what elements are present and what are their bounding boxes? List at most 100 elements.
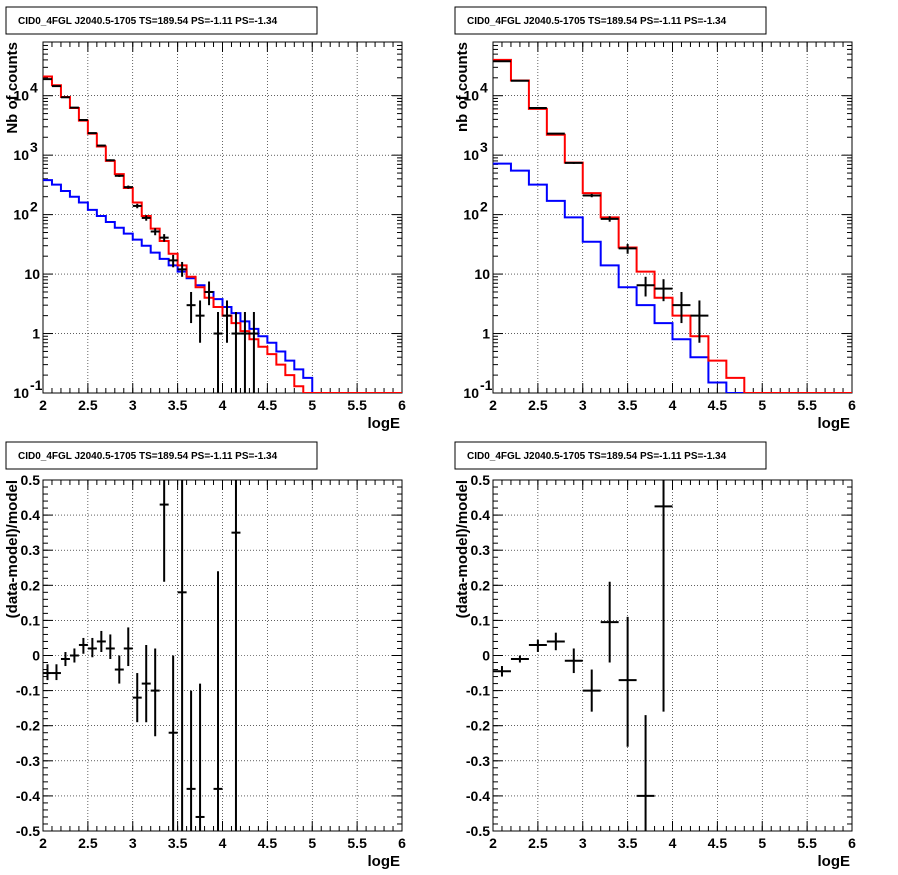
x-tick-label: 5.5 <box>797 835 817 851</box>
chart-title: CID0_4FGL J2040.5-1705 TS=189.54 PS=-1.1… <box>18 16 278 27</box>
chart-panel-4: CID0_4FGL J2040.5-1705 TS=189.54 PS=-1.1… <box>454 441 856 870</box>
y-tick-label: 10 <box>13 147 29 163</box>
y-tick-label: -0.2 <box>466 718 490 734</box>
y-tick-label: 0 <box>32 648 40 664</box>
y-tick-label: 10 <box>463 88 479 104</box>
x-tick-label: 5 <box>308 835 316 851</box>
y-tick-label: -0.5 <box>16 823 40 839</box>
y-tick-exponent: 2 <box>480 199 488 215</box>
chart-panel-3: CID0_4FGL J2040.5-1705 TS=189.54 PS=-1.1… <box>4 441 406 870</box>
y-tick-exponent: 4 <box>480 80 488 96</box>
y-tick-label: 10 <box>463 207 479 223</box>
x-tick-label: 2.5 <box>528 397 548 413</box>
x-tick-label: 3 <box>579 397 587 413</box>
title-box <box>5 6 318 35</box>
y-tick-label: -0.1 <box>466 683 490 699</box>
x-axis-label: logE <box>368 853 401 870</box>
histogram-blue <box>493 162 852 393</box>
x-tick-label: 3.5 <box>618 835 638 851</box>
y-tick-exponent: 3 <box>480 139 488 155</box>
chart-panel-1: CID0_4FGL J2040.5-1705 TS=189.54 PS=-1.1… <box>4 6 406 432</box>
x-tick-label: 4 <box>669 397 677 413</box>
chart-title: CID0_4FGL J2040.5-1705 TS=189.54 PS=-1.1… <box>467 451 727 462</box>
histogram-red <box>493 58 852 393</box>
y-axis-label: Nb of counts <box>4 42 21 134</box>
y-tick-label: 10 <box>13 385 29 401</box>
histogram-red <box>43 75 402 393</box>
x-tick-label: 4.5 <box>258 835 278 851</box>
x-tick-label: 3 <box>129 835 137 851</box>
y-tick-label: 10 <box>474 266 490 282</box>
y-tick-label: -0.3 <box>16 753 40 769</box>
y-tick-label: -0.5 <box>466 823 490 839</box>
x-tick-label: 3.5 <box>168 397 188 413</box>
x-tick-label: 2.5 <box>78 835 98 851</box>
x-tick-label: 3 <box>129 397 137 413</box>
data-layer <box>43 75 402 393</box>
y-tick-label: -0.3 <box>466 753 490 769</box>
y-tick-label: 0.2 <box>471 577 491 593</box>
x-tick-label: 4.5 <box>708 835 728 851</box>
data-layer <box>43 480 241 831</box>
x-tick-label: 3.5 <box>618 397 638 413</box>
x-tick-label: 3 <box>579 835 587 851</box>
x-axis-label: logE <box>818 415 851 432</box>
y-tick-label: 1 <box>482 326 490 342</box>
y-axis-label: (data-model)/model <box>4 480 21 618</box>
y-tick-exponent: 2 <box>30 199 38 215</box>
y-tick-label: 0.4 <box>471 507 491 523</box>
chart-title: CID0_4FGL J2040.5-1705 TS=189.54 PS=-1.1… <box>18 451 278 462</box>
x-tick-label: 6 <box>398 397 406 413</box>
plot-frame <box>492 479 853 832</box>
y-tick-label: 0.5 <box>21 472 41 488</box>
y-axis-label: nb of counts <box>454 42 471 132</box>
x-tick-label: 4 <box>219 397 227 413</box>
title-box <box>454 441 767 470</box>
y-tick-label: -0.4 <box>466 788 490 804</box>
x-tick-label: 3.5 <box>168 835 188 851</box>
y-tick-label: 0.1 <box>21 612 41 628</box>
x-tick-label: 5 <box>308 397 316 413</box>
y-tick-label: 10 <box>24 266 40 282</box>
y-tick-exponent: -1 <box>30 377 43 393</box>
histogram-blue <box>43 179 402 393</box>
x-tick-label: 2 <box>39 835 47 851</box>
x-tick-label: 6 <box>398 835 406 851</box>
y-tick-exponent: 3 <box>30 139 38 155</box>
y-tick-label: 0.1 <box>471 612 491 628</box>
plot-frame <box>492 41 853 394</box>
x-tick-label: 4.5 <box>258 397 278 413</box>
x-axis-label: logE <box>818 853 851 870</box>
title-box <box>454 6 767 35</box>
data-layer <box>493 58 852 393</box>
y-tick-label: 0.3 <box>471 542 491 558</box>
chart-title: CID0_4FGL J2040.5-1705 TS=189.54 PS=-1.1… <box>467 16 727 27</box>
title-box <box>5 441 318 470</box>
x-tick-label: 6 <box>848 397 856 413</box>
y-tick-label: -0.2 <box>16 718 40 734</box>
x-tick-label: 2 <box>39 397 47 413</box>
y-tick-label: 10 <box>463 385 479 401</box>
x-tick-label: 5 <box>758 397 766 413</box>
x-tick-label: 2.5 <box>528 835 548 851</box>
x-tick-label: 4.5 <box>708 397 728 413</box>
data-layer <box>493 480 673 831</box>
y-tick-label: 10 <box>13 88 29 104</box>
y-tick-label: 0 <box>482 648 490 664</box>
plot-frame <box>42 41 403 394</box>
x-tick-label: 4 <box>669 835 677 851</box>
x-tick-label: 2 <box>489 397 497 413</box>
x-tick-label: 5.5 <box>797 397 817 413</box>
y-tick-label: 0.5 <box>471 472 491 488</box>
x-tick-label: 6 <box>848 835 856 851</box>
y-tick-label: 0.3 <box>21 542 41 558</box>
y-tick-exponent: -1 <box>480 377 493 393</box>
y-tick-label: -0.4 <box>16 788 40 804</box>
y-tick-label: -0.1 <box>16 683 40 699</box>
y-tick-label: 10 <box>13 207 29 223</box>
x-axis-label: logE <box>368 415 401 432</box>
x-tick-label: 5.5 <box>347 835 367 851</box>
plot-frame <box>42 479 403 832</box>
x-tick-label: 2.5 <box>78 397 98 413</box>
